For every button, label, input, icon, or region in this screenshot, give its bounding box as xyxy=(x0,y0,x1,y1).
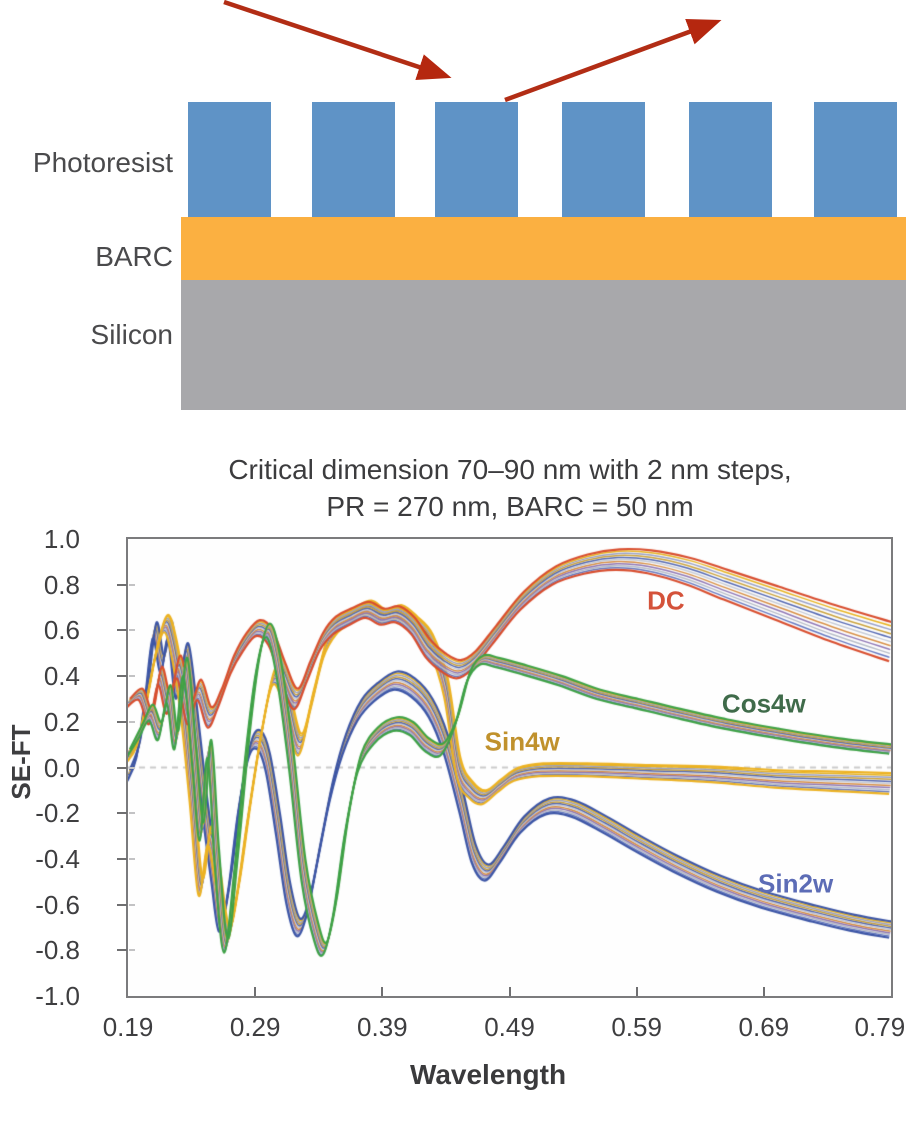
y-tick-label: 0.4 xyxy=(43,661,80,692)
y-tick-label: 0.8 xyxy=(43,569,80,600)
x-tick-mark xyxy=(254,987,257,996)
silicon-layer xyxy=(181,280,906,410)
photoresist-bar xyxy=(562,102,645,217)
y-tick-mark xyxy=(117,949,127,952)
x-tick-mark xyxy=(508,987,511,996)
sin2w-curve-label: Sin2w xyxy=(758,868,834,899)
y-tick-label: 0.0 xyxy=(43,752,80,783)
plot-frame: Sin2w Sin4w DC Cos4w xyxy=(117,537,893,998)
y-tick-mark-inner xyxy=(129,720,135,723)
photoresist-bar xyxy=(312,102,395,217)
x-tick-label: 0.49 xyxy=(484,1012,535,1042)
photoresist-bar xyxy=(435,102,518,217)
light-rays xyxy=(223,0,722,103)
photoresist-label: Photoresist xyxy=(32,147,173,178)
sin4w-curve-label: Sin4w xyxy=(484,726,560,757)
x-tick-label: 0.69 xyxy=(738,1012,790,1042)
barc-layer xyxy=(181,217,906,280)
y-tick-mark xyxy=(117,629,127,632)
y-tick-mark xyxy=(117,583,127,586)
x-tick-label: 0.59 xyxy=(611,1012,662,1042)
se-ft-plot-canvas xyxy=(128,539,891,996)
x-tick-label: 0.39 xyxy=(357,1012,408,1042)
photoresist-bar xyxy=(814,102,897,217)
y-tick-mark-inner xyxy=(129,583,135,586)
y-tick-label: 1.0 xyxy=(43,524,80,554)
cos4w-curve-label: Cos4w xyxy=(721,688,806,719)
x-axis-label: Wavelength xyxy=(409,1059,567,1090)
y-tick-mark xyxy=(117,903,127,906)
x-tick-label: 0.79 xyxy=(854,1012,906,1042)
y-tick-mark-inner xyxy=(129,812,135,815)
barc-label: BARC xyxy=(95,241,173,272)
x-tick-label: 0.19 xyxy=(102,1012,154,1042)
y-tick-mark-inner xyxy=(129,766,135,769)
y-tick-label: -0.4 xyxy=(35,843,80,874)
chart-title: Critical dimension 70–90 nm with 2 nm st… xyxy=(228,454,792,485)
y-tick-label: -0.2 xyxy=(35,798,80,829)
y-tick-label: -0.6 xyxy=(35,889,80,920)
x-tick-mark xyxy=(762,987,765,996)
y-tick-mark-inner xyxy=(129,949,135,952)
photoresist-bar xyxy=(689,102,772,217)
dc-curve-label: DC xyxy=(647,585,685,616)
y-tick-mark xyxy=(117,766,127,769)
y-tick-mark xyxy=(117,675,127,678)
y-tick-mark-inner xyxy=(129,857,135,860)
y-tick-mark xyxy=(117,720,127,723)
incident-ray-arrow xyxy=(223,0,452,80)
photoresist-bar xyxy=(188,102,271,217)
y-tick-label: -0.8 xyxy=(35,935,80,966)
chart-subtitle: PR = 270 nm, BARC = 50 nm xyxy=(326,491,694,522)
y-tick-label: -1.0 xyxy=(35,981,80,1011)
y-tick-mark-inner xyxy=(129,675,135,678)
y-tick-label: 0.6 xyxy=(43,615,80,646)
y-tick-mark-inner xyxy=(129,903,135,906)
y-tick-mark-inner xyxy=(129,629,135,632)
reflected-ray-arrow xyxy=(504,19,722,103)
x-tick-mark xyxy=(381,987,384,996)
resist-stack-diagram: Photoresist BARC Silicon xyxy=(0,0,911,430)
y-tick-label: 0.2 xyxy=(43,706,80,737)
y-tick-mark xyxy=(117,857,127,860)
y-tick-mark xyxy=(117,812,127,815)
silicon-label: Silicon xyxy=(90,319,173,350)
x-tick-mark xyxy=(635,987,638,996)
x-tick-label: 0.29 xyxy=(229,1012,281,1042)
